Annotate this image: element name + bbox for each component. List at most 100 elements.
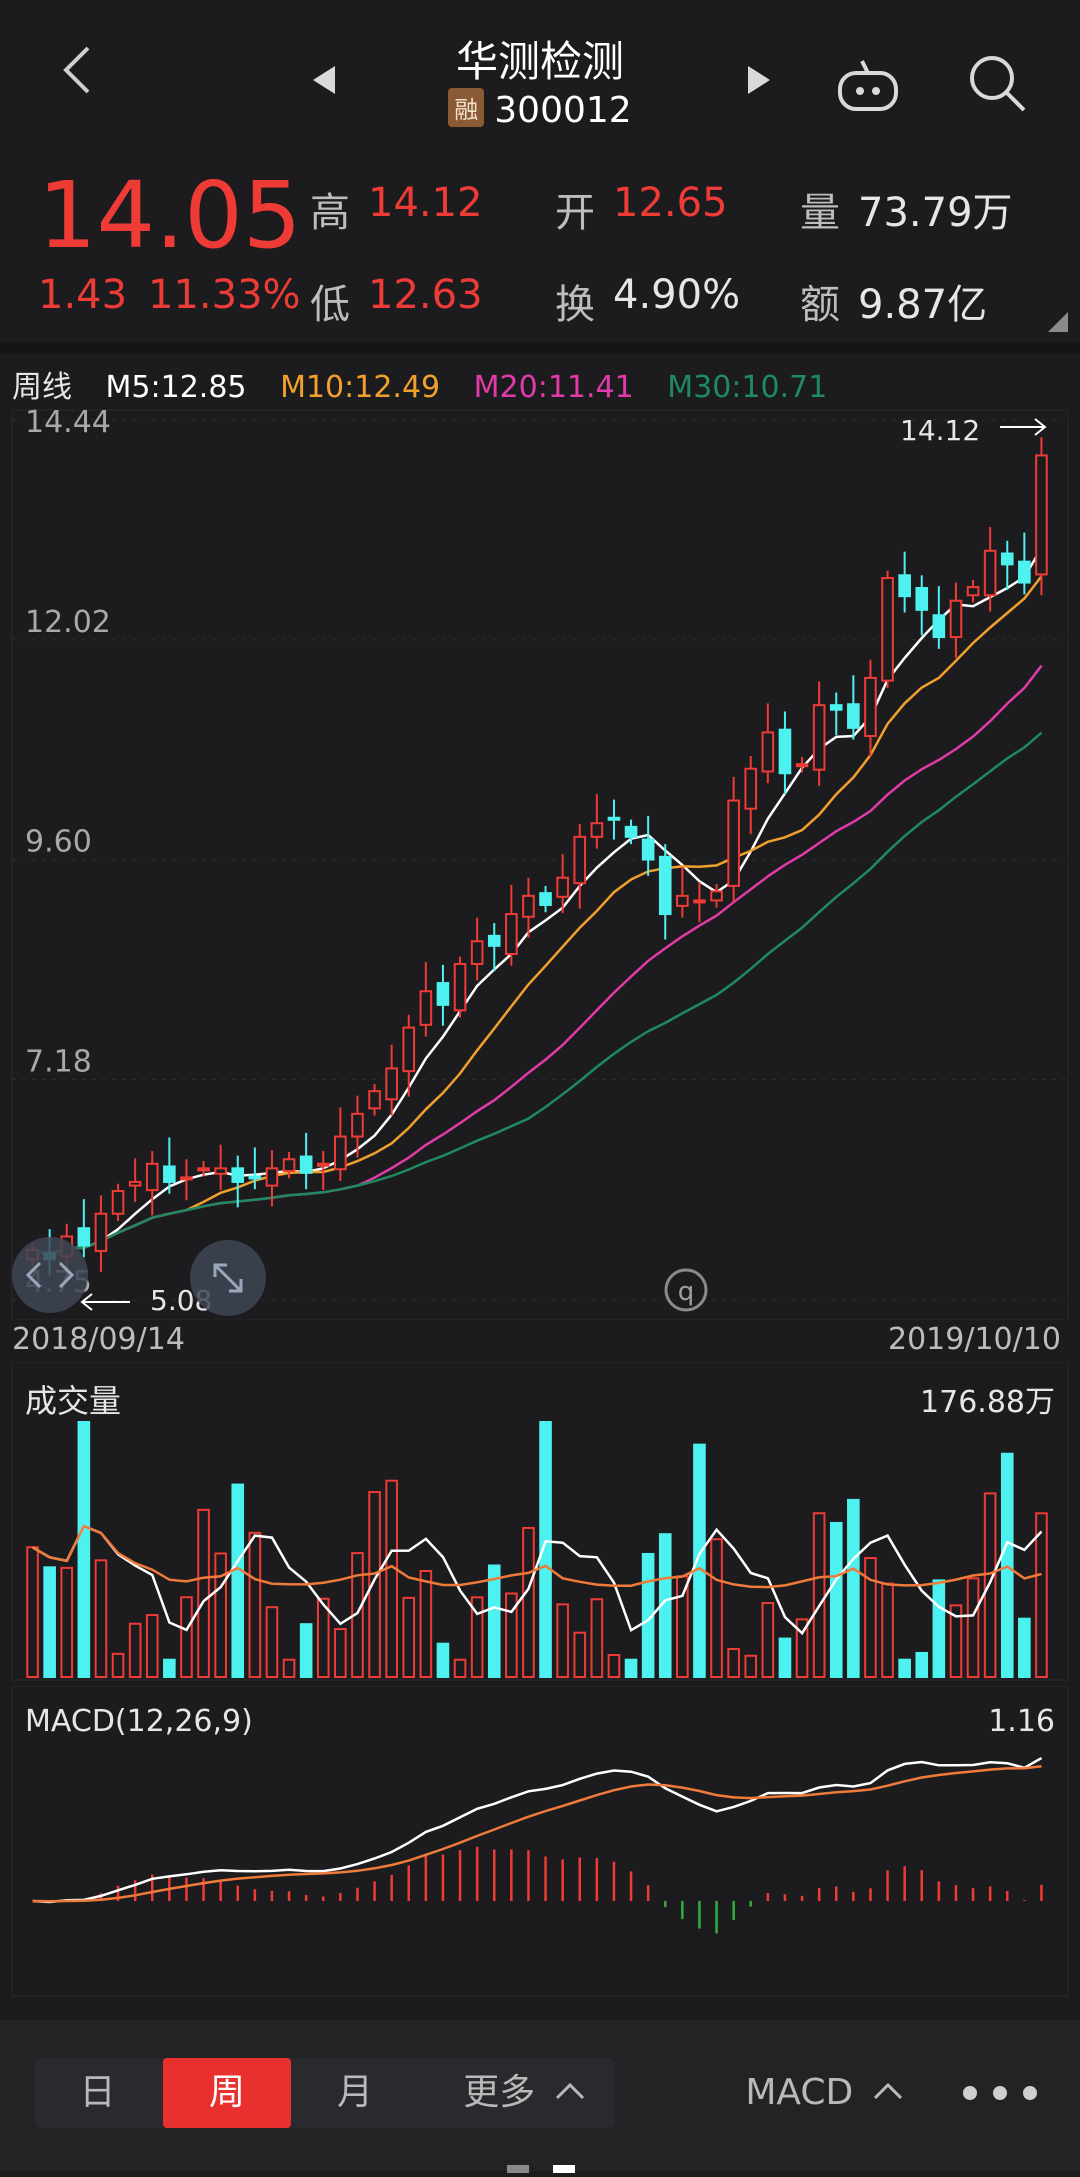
tab-week[interactable]: 周 bbox=[163, 2058, 291, 2128]
low-label: 低 bbox=[310, 282, 350, 328]
candle-body bbox=[248, 1175, 262, 1180]
next-stock-icon[interactable] bbox=[738, 60, 778, 100]
stock-name: 华测检测 bbox=[455, 37, 624, 86]
candle-body bbox=[1000, 552, 1014, 566]
candle-body bbox=[214, 1167, 227, 1175]
volume-bar bbox=[676, 1575, 689, 1678]
ma10-label: M10:12.49 bbox=[280, 370, 441, 405]
candle-body bbox=[316, 1162, 330, 1167]
volume-bar bbox=[624, 1658, 638, 1678]
tab-more-label: 更多 bbox=[463, 2072, 536, 2113]
more-menu-icon[interactable] bbox=[955, 2078, 1065, 2108]
volume-bar bbox=[1035, 1512, 1048, 1678]
amount-value: 9.87亿 bbox=[858, 282, 988, 328]
volume-bar bbox=[539, 1421, 552, 1678]
ma30-label: M30:10.71 bbox=[667, 370, 828, 405]
back-icon[interactable] bbox=[50, 40, 110, 100]
volume-bar bbox=[744, 1654, 758, 1679]
candle-body bbox=[145, 1162, 159, 1192]
tab-month[interactable]: 月 bbox=[336, 2072, 373, 2113]
volume-bar bbox=[60, 1566, 74, 1679]
candle-body bbox=[607, 816, 621, 821]
svg-text:q: q bbox=[678, 1277, 695, 1307]
ma20-label: M20:11.41 bbox=[473, 370, 634, 405]
drag-handle-icon[interactable] bbox=[12, 1237, 88, 1313]
candle-body bbox=[163, 1165, 176, 1183]
prev-stock-icon[interactable] bbox=[305, 60, 345, 100]
ma5-label: M5:12.85 bbox=[105, 370, 247, 405]
candle-body bbox=[128, 1180, 142, 1187]
candle-body bbox=[898, 574, 911, 598]
volume-bar bbox=[180, 1596, 193, 1678]
volume-bar bbox=[847, 1498, 860, 1678]
ma30-line bbox=[32, 731, 1043, 1256]
volume-bar bbox=[761, 1602, 775, 1678]
candle-body bbox=[522, 894, 535, 918]
high-value: 14.12 bbox=[368, 180, 483, 226]
volume-chart[interactable]: 成交量 176.88万 bbox=[0, 1362, 1080, 1682]
indicator-selector[interactable]: MACD bbox=[730, 2058, 920, 2128]
candle-body bbox=[761, 731, 775, 773]
price-tick-label: 14.44 bbox=[25, 405, 111, 440]
indicator-label: MACD bbox=[745, 2072, 854, 2113]
candle-body bbox=[556, 876, 569, 898]
search-icon[interactable] bbox=[966, 52, 1030, 116]
candle-body bbox=[368, 1090, 381, 1110]
volume-ma5-line bbox=[31, 1524, 1043, 1636]
volume-bar bbox=[983, 1492, 997, 1678]
price-tick-label: 12.02 bbox=[25, 605, 111, 640]
fullscreen-icon[interactable] bbox=[190, 1240, 266, 1316]
candle-body bbox=[881, 577, 894, 682]
candle-body bbox=[641, 838, 655, 861]
volume-bar bbox=[402, 1596, 416, 1679]
tab-more[interactable]: 更多 bbox=[440, 2058, 610, 2128]
macd-chart[interactable]: MACD(12,26,9) 1.16 bbox=[0, 1686, 1080, 1998]
volume-bar bbox=[727, 1648, 740, 1678]
volume-bar bbox=[607, 1654, 621, 1678]
macd-dif-line bbox=[32, 1757, 1043, 1904]
candle-body bbox=[453, 962, 467, 1012]
candle-body bbox=[111, 1190, 125, 1215]
page-indicator bbox=[507, 2158, 577, 2173]
volume-max-label: 176.88万 bbox=[920, 1385, 1055, 1420]
candle-body bbox=[932, 614, 946, 639]
volume-bar bbox=[966, 1577, 980, 1678]
volume-bar bbox=[214, 1552, 227, 1678]
expand-corner-icon[interactable] bbox=[1048, 312, 1068, 332]
low-value: 12.63 bbox=[368, 272, 483, 318]
candle-body bbox=[77, 1227, 91, 1247]
volume-bar bbox=[556, 1603, 569, 1678]
volume-bar bbox=[436, 1642, 450, 1678]
candle-body bbox=[949, 599, 963, 639]
ma-legend: 周线 M5:12.85 M10:12.49 M20:11.41 M30:10.7… bbox=[12, 362, 851, 406]
volume-bar bbox=[522, 1526, 535, 1678]
q-info-icon[interactable]: q bbox=[664, 1268, 708, 1312]
volume-bar bbox=[487, 1564, 501, 1678]
tab-day[interactable]: 日 bbox=[79, 2072, 116, 2113]
volume-bar bbox=[111, 1652, 125, 1679]
volume-bar bbox=[829, 1521, 843, 1678]
candle-body bbox=[693, 899, 706, 904]
candle-body bbox=[983, 549, 997, 597]
volume-bar bbox=[470, 1596, 484, 1679]
volume-bar bbox=[163, 1658, 176, 1678]
margin-badge: 融 bbox=[448, 88, 485, 127]
candle-body bbox=[299, 1155, 313, 1174]
volume-bar bbox=[26, 1546, 39, 1678]
candle-body bbox=[282, 1158, 296, 1173]
candle-body bbox=[1018, 560, 1031, 584]
candle-body bbox=[590, 822, 604, 838]
robot-assistant-icon[interactable] bbox=[834, 55, 904, 115]
volume-bar bbox=[316, 1597, 330, 1679]
candle-body bbox=[470, 940, 484, 965]
volume-bar bbox=[385, 1479, 398, 1679]
volume-bar bbox=[795, 1618, 809, 1678]
volume-bar bbox=[299, 1623, 313, 1678]
price-change: 1.43 bbox=[38, 272, 128, 318]
candle-body bbox=[915, 587, 929, 611]
candle-body bbox=[847, 703, 860, 729]
candle-body bbox=[539, 892, 552, 906]
volume-bar bbox=[949, 1604, 963, 1678]
candle-body bbox=[180, 1176, 193, 1181]
